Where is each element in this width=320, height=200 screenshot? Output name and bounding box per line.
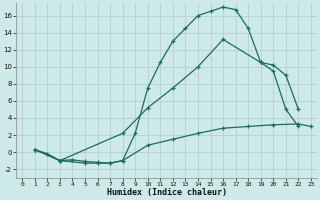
X-axis label: Humidex (Indice chaleur): Humidex (Indice chaleur) <box>107 188 227 197</box>
